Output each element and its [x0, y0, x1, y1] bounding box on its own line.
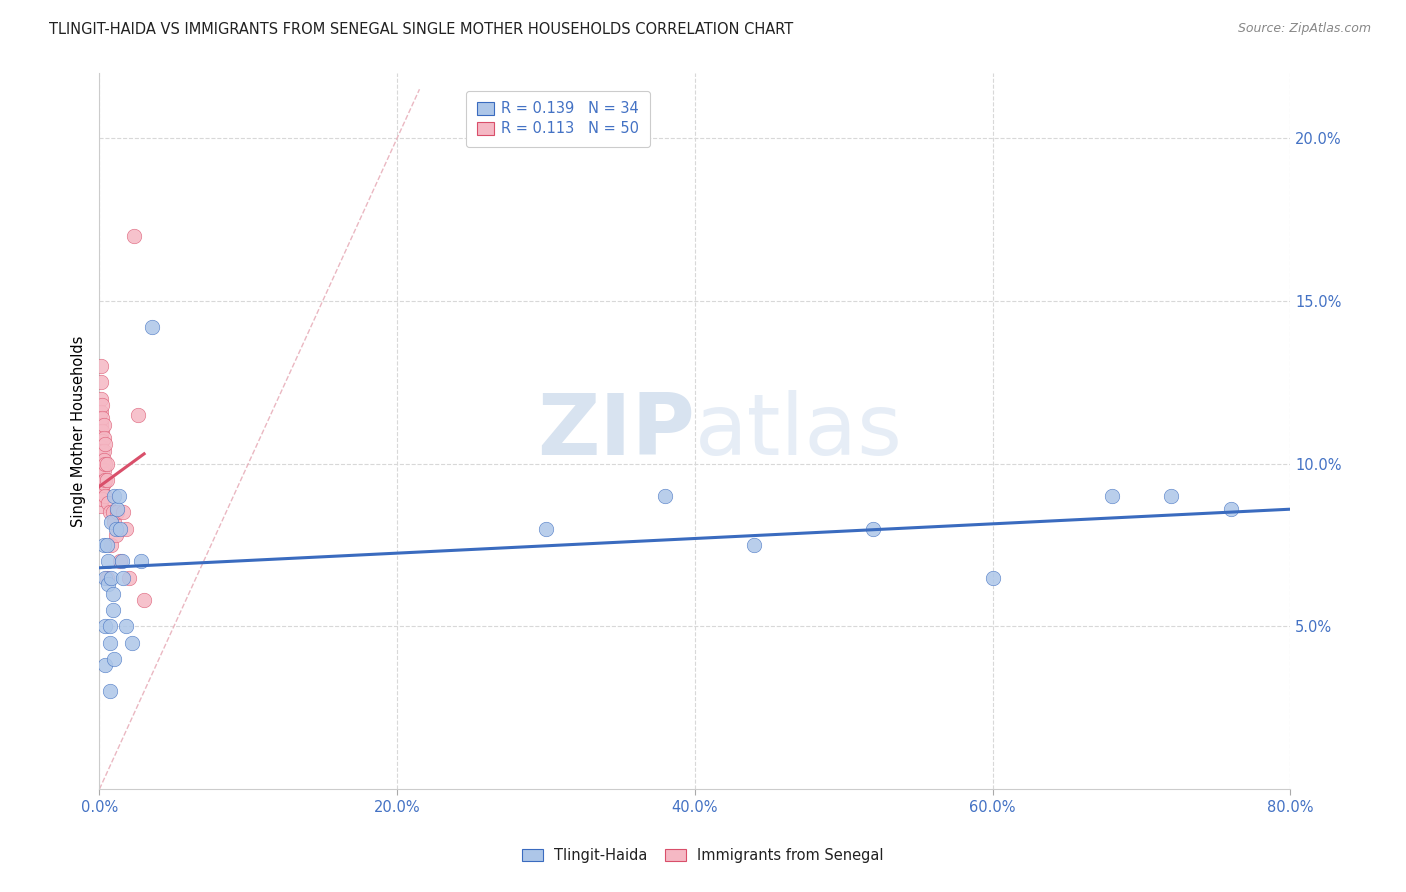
Point — [115, 522, 138, 536]
Point — [97, 496, 120, 510]
Point — [103, 489, 125, 503]
Point — [91, 453, 114, 467]
Point — [91, 492, 114, 507]
Point — [90, 459, 112, 474]
Point — [91, 473, 114, 487]
Point — [93, 431, 115, 445]
Point — [112, 505, 135, 519]
Point — [93, 463, 115, 477]
Point — [112, 570, 135, 584]
Point — [93, 443, 115, 458]
Point — [862, 522, 884, 536]
Point — [121, 635, 143, 649]
Point — [122, 228, 145, 243]
Point — [97, 577, 120, 591]
Legend: Tlingit-Haida, Immigrants from Senegal: Tlingit-Haida, Immigrants from Senegal — [516, 842, 890, 869]
Point — [1160, 489, 1182, 503]
Point — [118, 570, 141, 584]
Point — [90, 404, 112, 418]
Text: atlas: atlas — [695, 390, 903, 473]
Point — [115, 619, 138, 633]
Point — [96, 538, 118, 552]
Point — [90, 441, 112, 455]
Point — [111, 554, 134, 568]
Point — [93, 453, 115, 467]
Point — [104, 528, 127, 542]
Point — [110, 522, 132, 536]
Point — [107, 489, 129, 503]
Point — [91, 483, 114, 497]
Legend: R = 0.139   N = 34, R = 0.113   N = 50: R = 0.139 N = 34, R = 0.113 N = 50 — [467, 91, 650, 146]
Text: ZIP: ZIP — [537, 390, 695, 473]
Point — [105, 502, 128, 516]
Point — [97, 554, 120, 568]
Text: TLINGIT-HAIDA VS IMMIGRANTS FROM SENEGAL SINGLE MOTHER HOUSEHOLDS CORRELATION CH: TLINGIT-HAIDA VS IMMIGRANTS FROM SENEGAL… — [49, 22, 793, 37]
Point — [1219, 502, 1241, 516]
Point — [101, 587, 124, 601]
Point — [100, 570, 122, 584]
Point — [90, 359, 112, 373]
Point — [100, 538, 122, 552]
Point — [91, 411, 114, 425]
Point — [132, 593, 155, 607]
Point — [91, 424, 114, 438]
Point — [90, 431, 112, 445]
Point — [91, 398, 114, 412]
Point — [94, 658, 117, 673]
Point — [534, 522, 557, 536]
Point — [94, 619, 117, 633]
Point — [90, 499, 112, 513]
Point — [96, 473, 118, 487]
Point — [103, 515, 125, 529]
Point — [94, 457, 117, 471]
Point — [1101, 489, 1123, 503]
Point — [90, 469, 112, 483]
Point — [94, 437, 117, 451]
Point — [98, 684, 121, 698]
Point — [129, 554, 152, 568]
Point — [105, 505, 128, 519]
Point — [103, 652, 125, 666]
Point — [90, 392, 112, 406]
Point — [91, 463, 114, 477]
Point — [96, 570, 118, 584]
Point — [127, 408, 149, 422]
Point — [90, 417, 112, 432]
Point — [93, 476, 115, 491]
Y-axis label: Single Mother Households: Single Mother Households — [72, 335, 86, 527]
Text: Source: ZipAtlas.com: Source: ZipAtlas.com — [1237, 22, 1371, 36]
Point — [90, 376, 112, 390]
Point — [94, 473, 117, 487]
Point — [91, 434, 114, 448]
Point — [104, 522, 127, 536]
Point — [93, 417, 115, 432]
Point — [101, 505, 124, 519]
Point — [90, 450, 112, 464]
Point — [90, 479, 112, 493]
Point — [96, 457, 118, 471]
Point — [94, 570, 117, 584]
Point — [98, 505, 121, 519]
Point — [981, 570, 1004, 584]
Point — [94, 489, 117, 503]
Point — [93, 538, 115, 552]
Point — [744, 538, 766, 552]
Point — [654, 489, 676, 503]
Point — [141, 319, 163, 334]
Point — [110, 554, 132, 568]
Point — [100, 515, 122, 529]
Point — [90, 489, 112, 503]
Point — [101, 603, 124, 617]
Point — [98, 635, 121, 649]
Point — [98, 619, 121, 633]
Point — [91, 443, 114, 458]
